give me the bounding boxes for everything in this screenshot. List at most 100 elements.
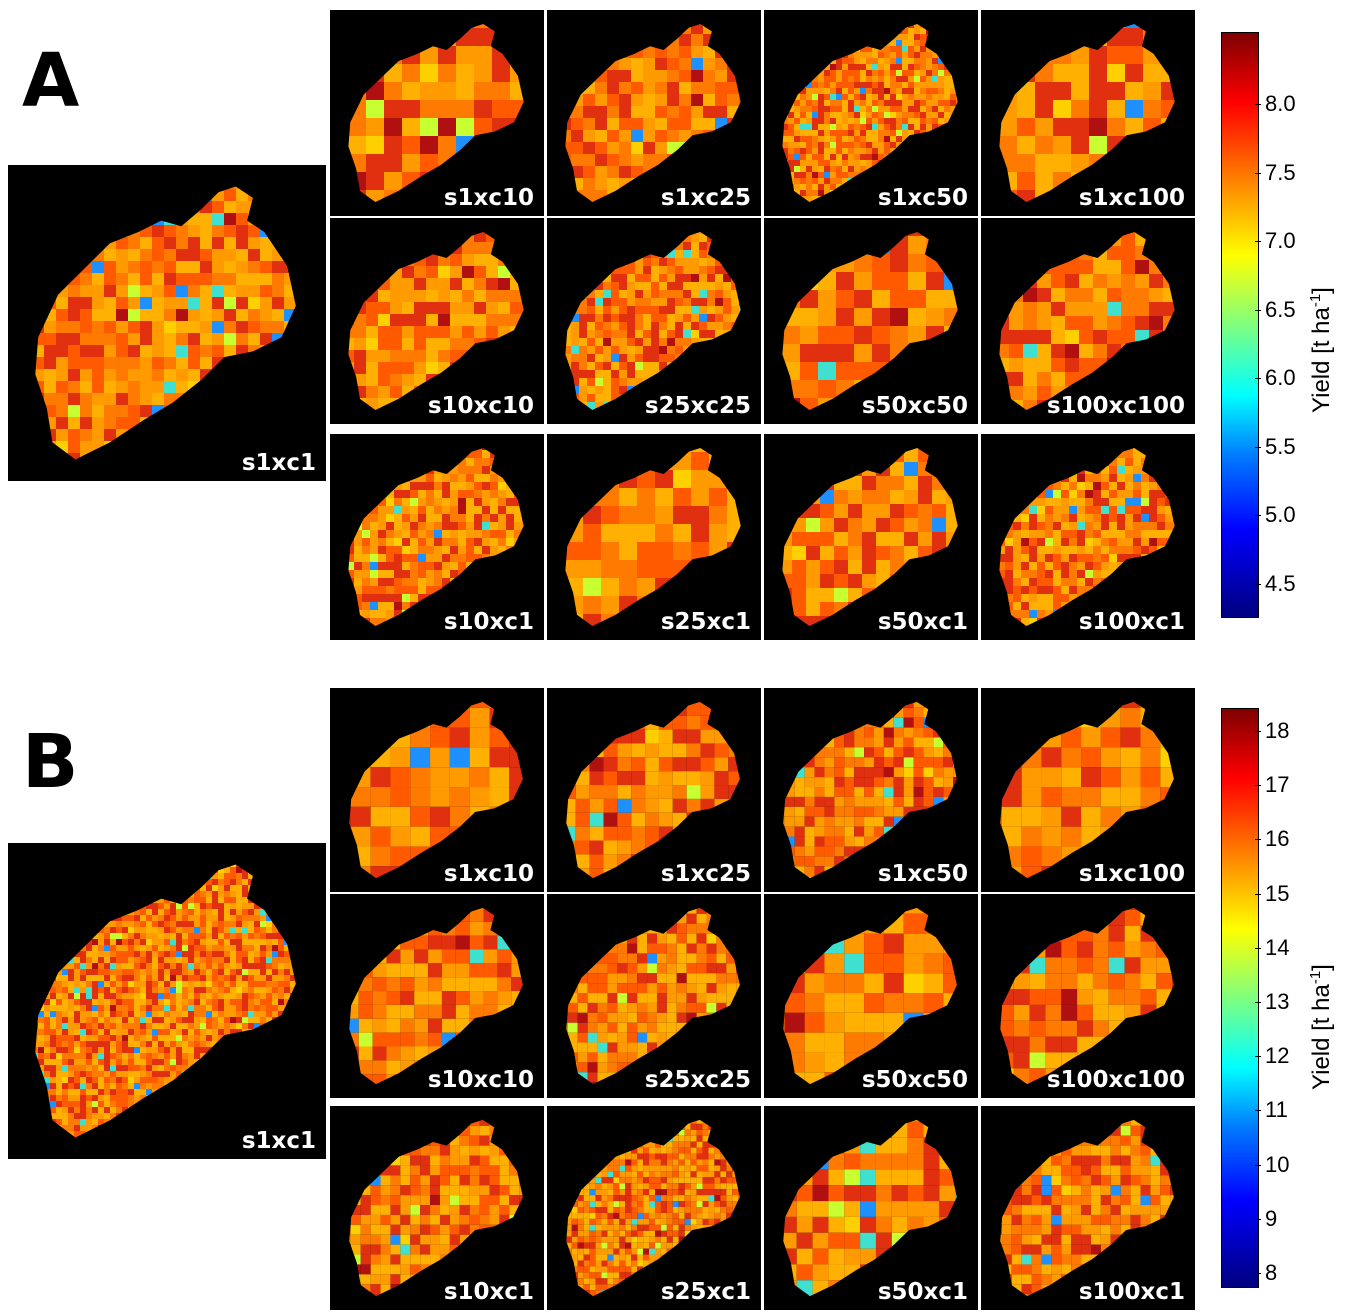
colorbar-tick-label: 16 (1265, 826, 1290, 852)
map-cell: s50xc1 (764, 434, 978, 640)
colorbar-tick-label: 14 (1265, 934, 1290, 960)
colorbar-tick-mark (1255, 1002, 1261, 1003)
panel-a-colorbar-title: Yield [t ha-1] (1307, 287, 1335, 413)
region-map (349, 907, 523, 1085)
colorbar-tick-label: 10 (1265, 1151, 1290, 1177)
map-cell: s10xc10 (330, 218, 544, 424)
map-cell: s25xc1 (547, 1106, 761, 1310)
map-label: s25xc25 (644, 393, 751, 419)
map-label: s25xc1 (660, 609, 751, 635)
map-label: s1xc100 (1078, 861, 1185, 887)
region-map (783, 907, 957, 1085)
colorbar-tick-label: 17 (1265, 772, 1290, 798)
map-label: s100xc100 (1046, 393, 1185, 419)
colorbar-tick-mark (1255, 172, 1261, 174)
colorbar-tick-label: 7.5 (1265, 159, 1296, 185)
map-cell: s25xc25 (547, 218, 761, 424)
map-label: s50xc50 (861, 393, 968, 419)
colorbar-tick-label: 18 (1265, 718, 1290, 743)
map-label: s100xc100 (1046, 1067, 1185, 1093)
map-label: s1xc50 (877, 861, 968, 887)
colorbar-tick-label: 5.5 (1265, 433, 1296, 459)
map-label: s1xc1 (241, 1128, 316, 1154)
colorbar-tick-mark (1255, 1056, 1261, 1058)
region-map (566, 701, 740, 879)
map-label: s50xc1 (877, 609, 968, 635)
colorbar-tick-mark (1255, 309, 1261, 311)
colorbar-tick-mark (1255, 104, 1261, 105)
colorbar-tick-label: 11 (1265, 1097, 1288, 1123)
map-label: s1xc50 (877, 185, 968, 211)
map-label: s50xc1 (877, 1279, 968, 1305)
region-map (565, 24, 741, 202)
colorbar-tick-label: 8 (1265, 1260, 1278, 1285)
map-label: s1xc25 (660, 185, 751, 211)
colorbar-tick-mark (1255, 785, 1261, 787)
map-label: s10xc10 (427, 1067, 534, 1093)
colorbar-tick-label: 8.0 (1265, 91, 1296, 116)
map-label: s100xc1 (1078, 1279, 1185, 1305)
map-label: s1xc25 (660, 861, 751, 887)
map-cell: s100xc100 (981, 894, 1195, 1098)
map-cell: s25xc25 (547, 894, 761, 1098)
panel-b-letter: B (22, 719, 79, 805)
panel-b-base-map: s1xc1 (8, 843, 326, 1159)
region-map (566, 907, 740, 1085)
panel-a-letter: A (22, 38, 80, 124)
colorbar-tick-label: 4.5 (1265, 570, 1296, 596)
map-cell: s1xc100 (981, 688, 1195, 892)
region-map (348, 24, 524, 202)
map-cell: s100xc1 (981, 434, 1195, 640)
map-label: s1xc10 (443, 185, 534, 211)
map-cell: s1xc10 (330, 688, 544, 892)
map-label: s50xc50 (861, 1067, 968, 1093)
region-map (999, 232, 1175, 410)
region-map (35, 864, 296, 1138)
map-label: s25xc1 (660, 1279, 751, 1305)
panel-b-colorbar-title: Yield [t ha-1] (1307, 964, 1335, 1090)
colorbar-tick-mark (1255, 241, 1261, 242)
colorbar-tick-label: 6.0 (1265, 365, 1296, 390)
map-cell: s1xc50 (764, 10, 978, 216)
region-map (349, 701, 523, 879)
region-map (782, 448, 958, 626)
region-map (565, 448, 741, 626)
colorbar-tick-mark (1255, 947, 1261, 949)
region-map (348, 232, 524, 410)
region-map (999, 448, 1175, 626)
panel-a-colorbar (1221, 32, 1259, 618)
colorbar-tick-mark (1255, 446, 1261, 448)
map-label: s1xc100 (1078, 185, 1185, 211)
region-map (782, 232, 958, 410)
map-cell: s10xc1 (330, 434, 544, 640)
region-map (782, 24, 958, 202)
panel-b-colorbar (1221, 708, 1259, 1288)
map-label: s1xc10 (443, 861, 534, 887)
colorbar-tick-label: 15 (1265, 880, 1290, 906)
map-cell: s10xc1 (330, 1106, 544, 1310)
region-map (783, 701, 957, 879)
map-cell: s1xc25 (547, 10, 761, 216)
colorbar-tick-mark (1255, 515, 1261, 516)
map-label: s1xc1 (241, 450, 316, 476)
map-cell: s1xc50 (764, 688, 978, 892)
colorbar-tick-mark (1255, 839, 1261, 841)
region-map (566, 1119, 740, 1297)
map-cell: s25xc1 (547, 434, 761, 640)
panel-a-base-map: s1xc1 (8, 165, 326, 481)
region-map (1000, 907, 1174, 1085)
map-label: s25xc25 (644, 1067, 751, 1093)
map-cell: s1xc25 (547, 688, 761, 892)
map-cell: s50xc50 (764, 894, 978, 1098)
region-map (1000, 1119, 1174, 1297)
colorbar-tick-mark (1255, 1110, 1261, 1112)
colorbar-tick-mark (1255, 731, 1261, 732)
colorbar-tick-label: 5.0 (1265, 502, 1296, 527)
colorbar-tick-mark (1255, 583, 1261, 585)
region-map (783, 1119, 957, 1297)
colorbar-tick-label: 9 (1265, 1205, 1278, 1231)
region-map (999, 24, 1175, 202)
map-cell: s50xc1 (764, 1106, 978, 1310)
colorbar-tick-mark (1255, 1273, 1261, 1274)
map-label: s10xc1 (443, 609, 534, 635)
